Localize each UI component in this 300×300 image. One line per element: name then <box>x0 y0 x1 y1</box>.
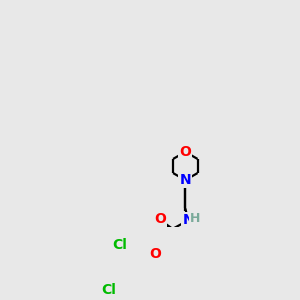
Text: O: O <box>179 145 191 159</box>
Text: H: H <box>190 212 200 226</box>
Text: N: N <box>179 173 191 187</box>
Text: N: N <box>182 213 194 227</box>
Text: Cl: Cl <box>112 238 127 252</box>
Text: O: O <box>149 247 161 261</box>
Text: Cl: Cl <box>101 283 116 297</box>
Text: O: O <box>154 212 166 226</box>
